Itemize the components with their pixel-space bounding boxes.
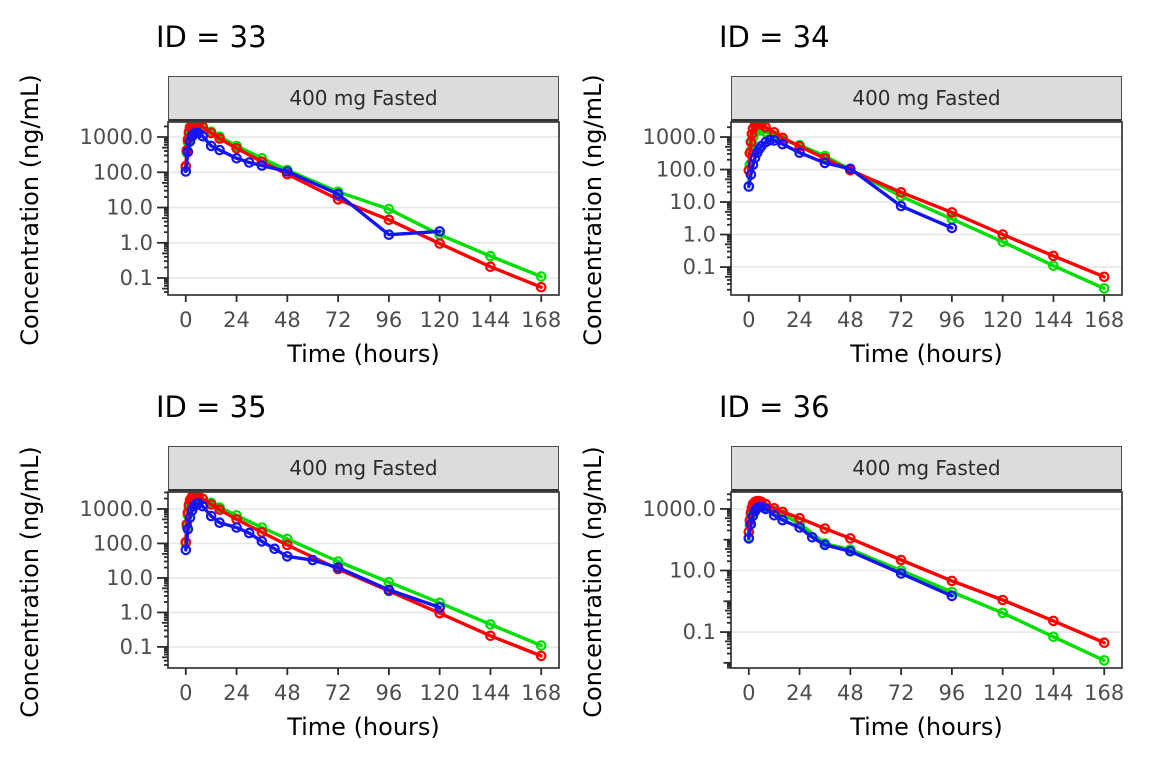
svg-text:168: 168: [1084, 681, 1124, 705]
facet-strip: 400 mg Fasted: [731, 76, 1122, 122]
series-group: [180, 122, 547, 293]
svg-text:120: 120: [983, 308, 1023, 332]
svg-text:48: 48: [837, 681, 864, 705]
svg-text:100.0: 100.0: [93, 160, 153, 184]
y-axis: 1000.0 100.0 10.0 1.0 0.1: [80, 491, 168, 666]
y-axis: 1000.0 10.0 0.1: [643, 493, 731, 669]
blue-observed-markers: [180, 127, 445, 240]
svg-text:1000.0: 1000.0: [643, 497, 716, 521]
svg-text:168: 168: [521, 681, 561, 705]
svg-text:24: 24: [223, 681, 250, 705]
panel-ID=36: 0 24 48 72 96 120 144 168 1000.0 10.0 0.1: [643, 491, 1124, 705]
svg-text:96: 96: [939, 681, 966, 705]
svg-text:0: 0: [742, 681, 755, 705]
svg-text:120: 120: [420, 308, 460, 332]
y-axis: 1000.0 100.0 10.0 1.0 0.1: [643, 125, 731, 291]
svg-text:144: 144: [1033, 681, 1073, 705]
blue-observed-markers: [743, 501, 958, 602]
svg-text:48: 48: [274, 308, 301, 332]
facet-strip: 400 mg Fasted: [168, 76, 559, 122]
facet-strip: 400 mg Fasted: [731, 446, 1122, 492]
svg-text:100.0: 100.0: [656, 158, 716, 182]
series-group: [180, 492, 547, 662]
series-group: [743, 495, 1110, 666]
strip-label: 400 mg Fasted: [852, 456, 1001, 480]
svg-text:96: 96: [376, 308, 403, 332]
x-axis: 0 24 48 72 96 120 144 168: [742, 668, 1124, 705]
svg-text:168: 168: [521, 308, 561, 332]
panel-ID=33: 0 24 48 72 96 120 144 168 1000.0 100.0 10.0 1.0 0.1: [80, 121, 561, 332]
strip-label: 400 mg Fasted: [852, 86, 1001, 110]
x-axis-title: Time (hours): [850, 340, 1003, 368]
facet-strip: 400 mg Fasted: [168, 446, 559, 492]
svg-text:24: 24: [786, 681, 813, 705]
svg-text:0.1: 0.1: [120, 635, 153, 659]
svg-text:1000.0: 1000.0: [80, 497, 153, 521]
svg-text:10.0: 10.0: [669, 558, 716, 582]
strip-label: 400 mg Fasted: [289, 86, 438, 110]
svg-text:120: 120: [420, 681, 460, 705]
panel-ID=34: 0 24 48 72 96 120 144 168 1000.0 100.0 10.0 1.0 0.1: [643, 121, 1124, 332]
panel-title-id-34: ID = 34: [719, 20, 830, 54]
svg-text:0: 0: [742, 308, 755, 332]
x-axis-title: Time (hours): [287, 713, 440, 741]
svg-text:0.1: 0.1: [120, 266, 153, 290]
svg-text:1.0: 1.0: [683, 223, 716, 247]
svg-text:0.1: 0.1: [683, 620, 716, 644]
svg-text:1.0: 1.0: [120, 231, 153, 255]
svg-text:10.0: 10.0: [106, 566, 153, 590]
svg-text:48: 48: [837, 308, 864, 332]
svg-text:72: 72: [888, 308, 915, 332]
panel-title-id-33: ID = 33: [156, 20, 267, 54]
svg-text:72: 72: [325, 681, 352, 705]
blue-observed-line: [747, 505, 954, 598]
x-axis: 0 24 48 72 96 120 144 168: [742, 295, 1124, 332]
svg-text:10.0: 10.0: [106, 196, 153, 220]
svg-text:168: 168: [1084, 308, 1124, 332]
svg-text:96: 96: [376, 681, 403, 705]
panel-title-id-36: ID = 36: [719, 390, 830, 424]
svg-text:120: 120: [983, 681, 1023, 705]
y-axis: 1000.0 100.0 10.0 1.0 0.1: [80, 125, 168, 293]
panel-ID=35: 0 24 48 72 96 120 144 168 1000.0 100.0 10.0 1.0 0.1: [80, 491, 561, 705]
svg-text:0: 0: [179, 308, 192, 332]
svg-text:144: 144: [1033, 308, 1073, 332]
svg-text:24: 24: [223, 308, 250, 332]
x-axis: 0 24 48 72 96 120 144 168: [179, 295, 561, 332]
svg-text:72: 72: [888, 681, 915, 705]
svg-text:144: 144: [470, 308, 510, 332]
blue-observed-markers: [743, 134, 958, 234]
svg-text:48: 48: [274, 681, 301, 705]
svg-text:0: 0: [179, 681, 192, 705]
svg-text:72: 72: [325, 308, 352, 332]
x-axis-title: Time (hours): [287, 340, 440, 368]
gridlines: [168, 136, 559, 279]
x-axis: 0 24 48 72 96 120 144 168: [179, 668, 561, 705]
svg-text:10.0: 10.0: [669, 190, 716, 214]
panel-title-id-35: ID = 35: [156, 390, 267, 424]
svg-text:1000.0: 1000.0: [643, 125, 716, 149]
svg-text:96: 96: [939, 308, 966, 332]
svg-text:1000.0: 1000.0: [80, 125, 153, 149]
series-group: [743, 122, 1110, 294]
svg-text:24: 24: [786, 308, 813, 332]
svg-text:1.0: 1.0: [120, 600, 153, 624]
x-axis-title: Time (hours): [850, 713, 1003, 741]
svg-text:0.1: 0.1: [683, 255, 716, 279]
strip-label: 400 mg Fasted: [289, 456, 438, 480]
blue-observed-markers: [180, 498, 445, 613]
svg-text:144: 144: [470, 681, 510, 705]
svg-text:100.0: 100.0: [93, 531, 153, 555]
